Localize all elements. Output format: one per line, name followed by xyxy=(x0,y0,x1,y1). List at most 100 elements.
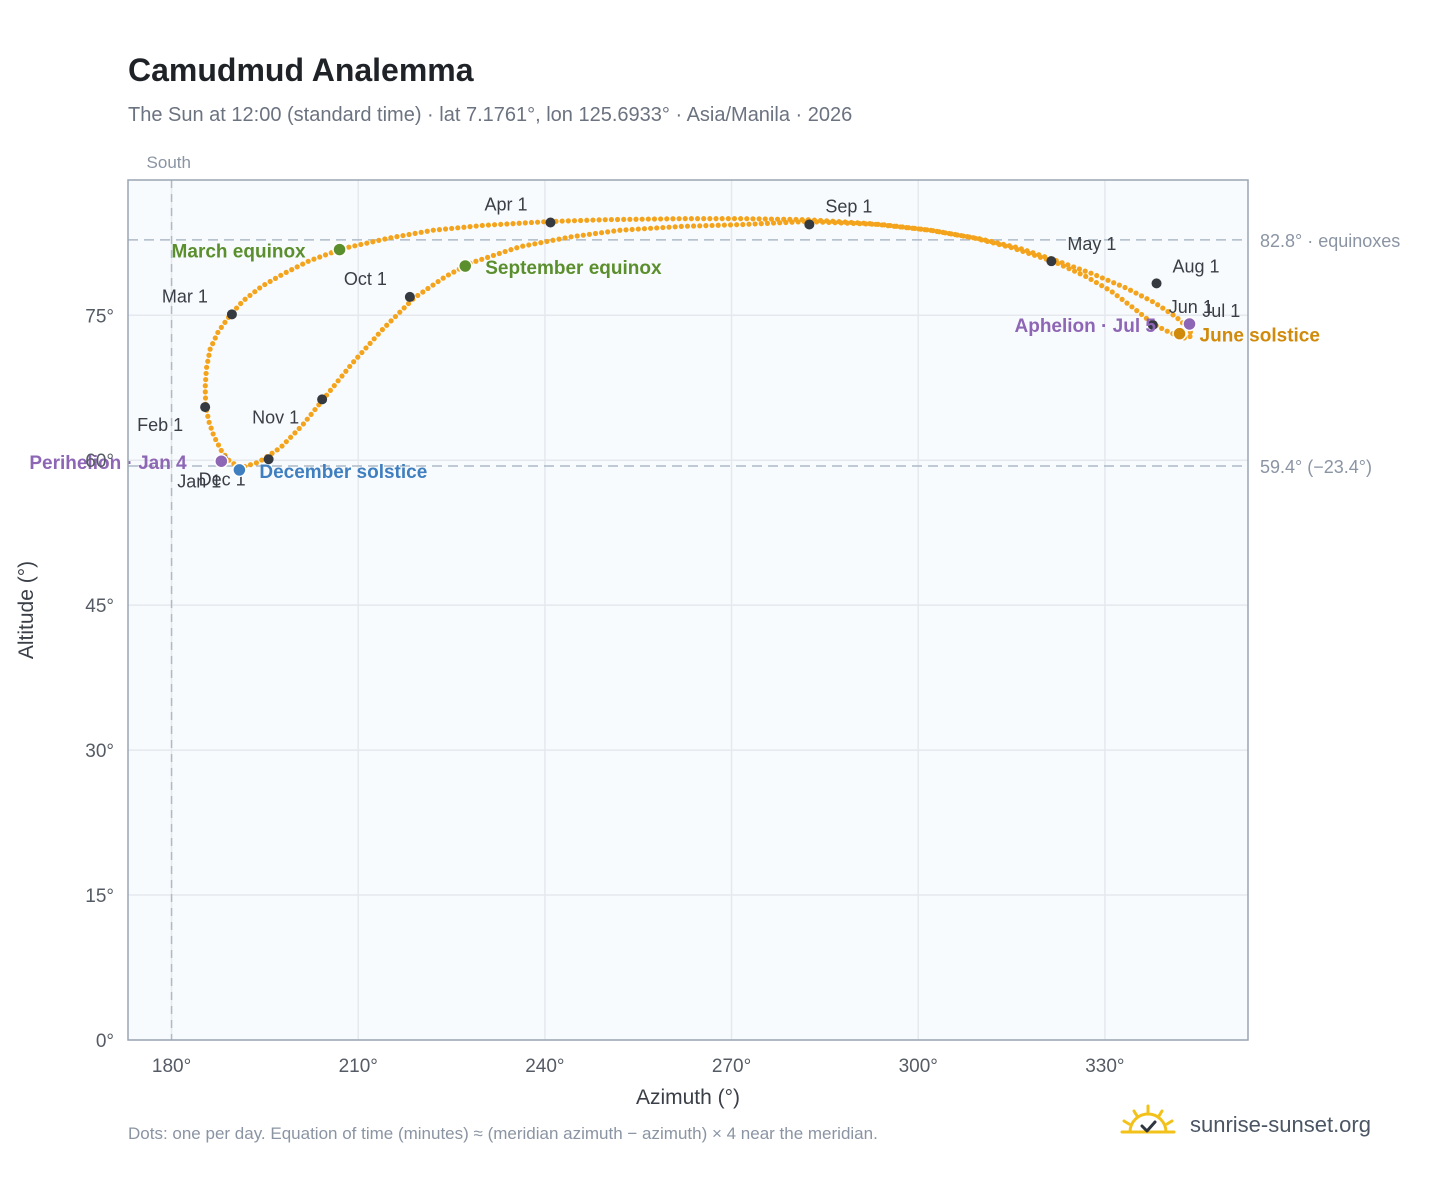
daily-dot xyxy=(942,230,948,236)
daily-dot xyxy=(826,219,832,226)
daily-dot xyxy=(206,352,212,358)
daily-dot xyxy=(660,224,666,231)
reference-lines: South 82.8° · equinoxes 59.4° (−23.4°) xyxy=(128,153,1400,1040)
y-axis-title: Altitude (°) xyxy=(15,561,38,659)
daily-dot xyxy=(629,226,635,233)
daily-dot xyxy=(461,224,467,230)
daily-dot xyxy=(364,240,370,246)
daily-dot xyxy=(1164,328,1170,334)
daily-dot xyxy=(960,233,967,239)
daily-dot xyxy=(1114,293,1120,299)
brand-name: sunrise-sunset.org xyxy=(1190,1112,1371,1137)
daily-dot xyxy=(899,224,906,230)
meridian-label: South xyxy=(147,153,191,172)
daily-dot xyxy=(598,230,605,236)
month-marker xyxy=(404,291,415,302)
daily-dot xyxy=(1116,282,1122,288)
daily-dot xyxy=(490,252,497,259)
daily-dot xyxy=(491,222,498,228)
daily-dot xyxy=(715,222,721,228)
daily-dot xyxy=(363,345,369,351)
daily-dot xyxy=(838,220,844,226)
daily-dot xyxy=(1134,308,1140,314)
daily-dot xyxy=(1175,316,1181,322)
daily-dot xyxy=(948,231,954,237)
daily-dot xyxy=(550,237,556,243)
daily-dot xyxy=(691,223,697,229)
daily-dot xyxy=(1104,286,1110,292)
daily-dot xyxy=(449,225,455,232)
daily-dot xyxy=(388,235,394,241)
daily-dot xyxy=(881,222,887,228)
daily-dot xyxy=(721,222,727,228)
daily-dot xyxy=(752,221,758,227)
daily-dot xyxy=(202,383,208,389)
daily-dot xyxy=(351,359,357,365)
footnote: Dots: one per day. Equation of time (min… xyxy=(128,1124,878,1143)
daily-dot xyxy=(602,217,608,223)
daily-dot xyxy=(701,216,707,222)
daily-dot xyxy=(777,220,783,226)
daily-dot xyxy=(639,216,645,222)
daily-dot xyxy=(996,241,1002,248)
daily-dot xyxy=(397,309,403,315)
daily-dot xyxy=(1026,250,1032,256)
daily-dot xyxy=(844,220,850,226)
daily-dot xyxy=(565,218,571,224)
daily-dot xyxy=(355,354,361,360)
special-point xyxy=(1172,326,1187,341)
daily-dot xyxy=(697,223,703,229)
daily-dot xyxy=(978,237,985,243)
daily-dot xyxy=(578,217,584,224)
daily-dot xyxy=(678,223,684,230)
daily-dot xyxy=(924,227,930,233)
daily-dot xyxy=(430,282,436,288)
daily-dot xyxy=(1055,260,1061,267)
daily-dot xyxy=(611,228,617,234)
month-label: Apr 1 xyxy=(484,195,527,215)
daily-dot xyxy=(498,221,504,227)
special-point xyxy=(332,242,347,257)
daily-dot xyxy=(317,254,323,260)
daily-dot xyxy=(1138,293,1145,299)
brand-logo[interactable]: sunrise-sunset.org xyxy=(1120,1104,1390,1144)
month-label: Sep 1 xyxy=(825,196,872,216)
plot-frame xyxy=(127,179,1249,1041)
daily-dot xyxy=(1088,270,1094,276)
special-point-label: June solstice xyxy=(1200,326,1320,347)
daily-dot xyxy=(252,289,258,295)
daily-dot xyxy=(627,216,633,222)
month-label: Aug 1 xyxy=(1173,256,1220,276)
daily-dot xyxy=(703,223,709,229)
special-point-label: September equinox xyxy=(485,258,662,279)
daily-dot xyxy=(584,217,590,223)
daily-dot xyxy=(918,226,924,232)
daily-dot xyxy=(238,300,244,307)
daily-dot xyxy=(725,216,731,222)
daily-dot xyxy=(954,232,960,238)
daily-dot xyxy=(664,216,670,222)
daily-dot xyxy=(850,220,857,226)
special-point xyxy=(1182,316,1197,332)
daily-dot xyxy=(479,256,485,262)
daily-dot xyxy=(1165,308,1171,315)
daily-dot xyxy=(347,363,353,370)
analemma-path xyxy=(202,216,1193,470)
daily-dot xyxy=(1170,312,1176,318)
daily-dot xyxy=(247,292,253,299)
daily-dot xyxy=(283,269,289,275)
month-marker xyxy=(226,309,237,320)
daily-dot xyxy=(1071,264,1077,270)
daily-dot xyxy=(455,225,461,231)
daily-dot xyxy=(1149,298,1156,305)
daily-dot xyxy=(1160,305,1166,311)
daily-dot xyxy=(1032,252,1038,258)
daily-dot xyxy=(213,436,219,443)
daily-dot xyxy=(756,216,762,222)
daily-dot xyxy=(467,224,473,230)
daily-dot xyxy=(731,216,738,222)
daily-dot xyxy=(966,234,973,240)
daily-dot xyxy=(596,217,602,223)
daily-dot xyxy=(496,250,502,257)
y-tick-label: 15° xyxy=(85,886,114,907)
